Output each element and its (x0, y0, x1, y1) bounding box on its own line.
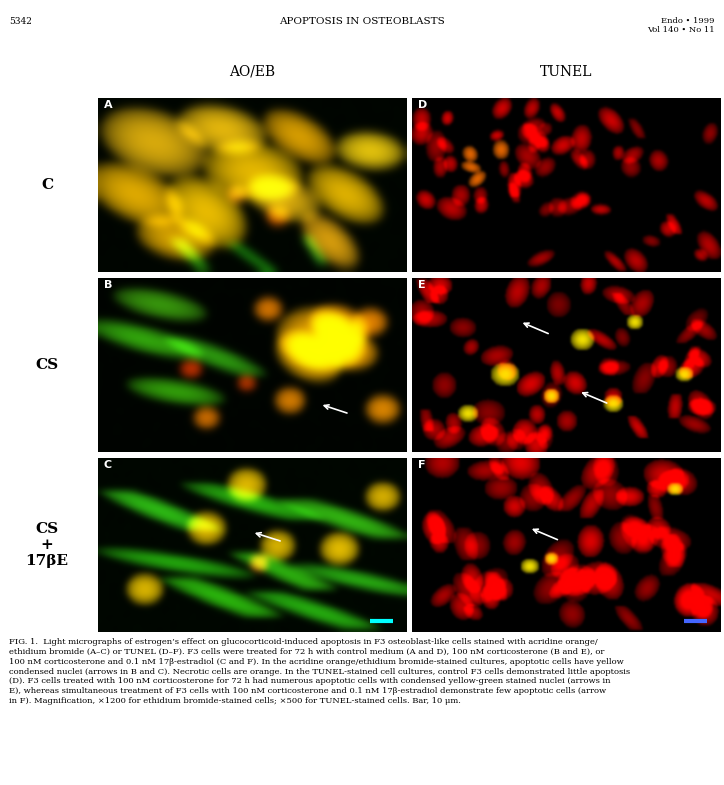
Text: E: E (418, 280, 426, 290)
Text: FIG. 1.  Light micrographs of estrogen’s effect on glucocorticoid-induced apopto: FIG. 1. Light micrographs of estrogen’s … (9, 638, 631, 705)
Text: B: B (104, 280, 112, 290)
Text: C: C (104, 460, 112, 470)
Text: AO/EB: AO/EB (229, 64, 275, 78)
Text: CS: CS (35, 358, 59, 372)
Text: D: D (418, 100, 427, 111)
Text: A: A (104, 100, 112, 111)
Text: F: F (418, 460, 426, 470)
Text: CS
+
17βE: CS + 17βE (25, 522, 69, 568)
Text: C: C (41, 178, 53, 192)
Text: Endo • 1999
Vol 140 • No 11: Endo • 1999 Vol 140 • No 11 (647, 17, 715, 35)
Text: TUNEL: TUNEL (540, 64, 592, 78)
Text: APOPTOSIS IN OSTEOBLASTS: APOPTOSIS IN OSTEOBLASTS (279, 17, 445, 26)
Text: 5342: 5342 (9, 17, 33, 26)
